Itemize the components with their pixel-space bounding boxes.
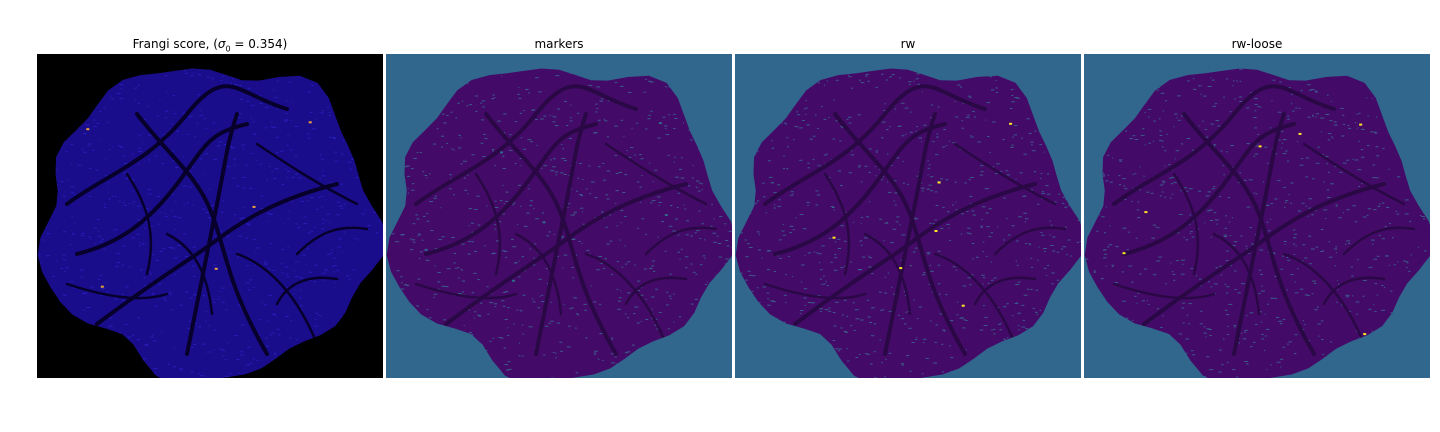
rw-image (735, 54, 1081, 378)
frangi-score-image (37, 54, 383, 378)
markers-image (386, 54, 732, 378)
vessel-texture (386, 68, 732, 378)
panel-title-rw-loose: rw-loose (1231, 37, 1283, 51)
vessel-texture (37, 68, 383, 378)
retina-vessel-image (37, 54, 383, 378)
panel-title-rw: rw (900, 37, 916, 51)
retina-vessel-image (1084, 54, 1430, 378)
retina-disk (386, 68, 732, 378)
retina-disk (735, 68, 1081, 378)
panel-title-markers: markers (534, 37, 584, 51)
vessel-texture (735, 68, 1081, 378)
retina-vessel-image (735, 54, 1081, 378)
rw-loose-image (1084, 54, 1430, 378)
panel-title-frangi: Frangi score, (σ0 = 0.354) (132, 37, 288, 54)
retina-vessel-image (386, 54, 732, 378)
retina-disk (1084, 68, 1430, 378)
